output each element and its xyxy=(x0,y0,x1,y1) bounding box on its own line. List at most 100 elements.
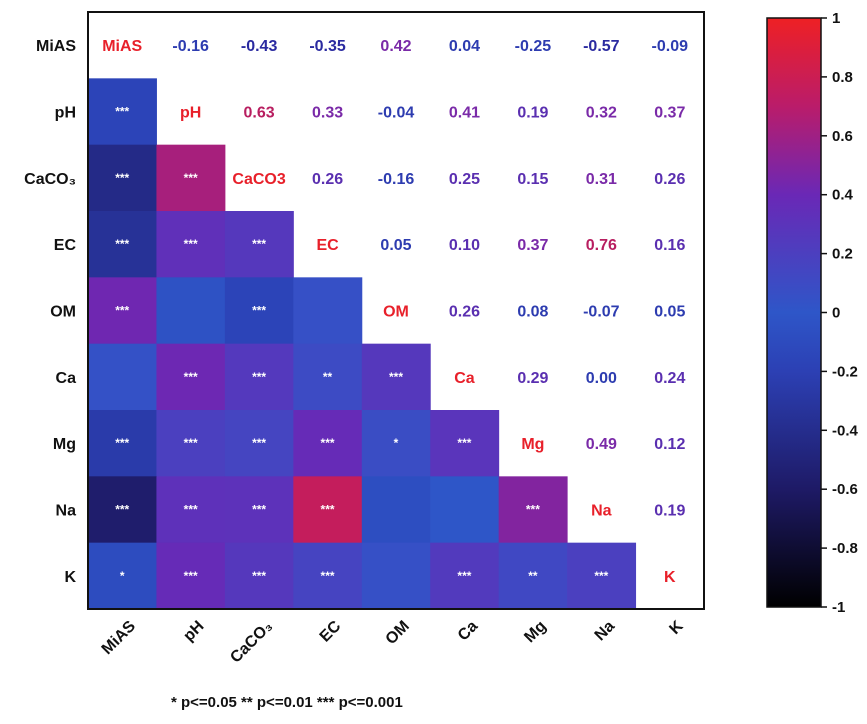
heatmap-cell xyxy=(156,410,226,477)
correlation-value: -0.16 xyxy=(172,38,209,55)
correlation-value: 0.31 xyxy=(586,171,617,188)
correlation-value: 0.19 xyxy=(654,503,685,520)
column-label: MiAS xyxy=(99,618,140,659)
heatmap-cell xyxy=(430,476,500,544)
significance-star: *** xyxy=(115,436,129,450)
correlation-value: -0.43 xyxy=(241,38,278,55)
correlation-value: 0.16 xyxy=(654,237,685,254)
significance-star: *** xyxy=(184,370,198,384)
correlation-value: -0.25 xyxy=(515,38,552,55)
column-label: Ca xyxy=(455,618,482,645)
row-label: EC xyxy=(54,237,77,254)
correlation-value: -0.57 xyxy=(583,38,620,55)
correlation-value: 0.26 xyxy=(449,304,480,321)
significance-star: *** xyxy=(252,569,266,583)
significance-star: *** xyxy=(252,237,266,251)
significance-star: *** xyxy=(321,503,335,517)
correlation-value: 0.37 xyxy=(517,237,548,254)
significance-star: *** xyxy=(115,503,129,517)
colorbar: 1 0.8 0.6 0.4 0.2 0 -0.2 -0.4 -0.6 -0.8 -1 xyxy=(766,10,859,616)
heatmap-cells xyxy=(88,78,637,610)
diagonal-label: OM xyxy=(383,304,409,321)
correlation-value: 0.32 xyxy=(586,105,617,122)
heatmap-cell xyxy=(88,476,157,544)
significance-star: *** xyxy=(252,304,266,318)
correlation-value: 0.26 xyxy=(312,171,343,188)
row-label: Na xyxy=(56,503,77,520)
heatmap-cell xyxy=(156,144,226,212)
diagonal-label: EC xyxy=(316,237,339,254)
row-label: Ca xyxy=(56,370,77,387)
heatmap-cell xyxy=(88,78,157,146)
heatmap-cell xyxy=(293,343,363,411)
heatmap-cell xyxy=(156,277,226,345)
significance-star: *** xyxy=(526,503,540,517)
heatmap-cell xyxy=(224,542,294,610)
correlation-value: 0.08 xyxy=(517,304,548,321)
correlation-value: 0.49 xyxy=(586,436,617,453)
row-label: K xyxy=(64,569,76,586)
heatmap-cell xyxy=(498,542,568,610)
upper-triangle-values: -0.16 -0.43 -0.35 0.42 0.04 -0.25 -0.57 -0.09 0.… xyxy=(172,38,688,519)
diagonal-labels: MiAS pH CaCO3 EC OM Ca Mg Na K xyxy=(102,38,676,586)
heatmap-cell xyxy=(567,542,637,610)
row-label: OM xyxy=(50,304,76,321)
colorbar-gradient xyxy=(766,17,822,608)
heatmap-cell xyxy=(293,476,363,544)
correlation-value: -0.35 xyxy=(309,38,346,55)
correlation-value: 0.00 xyxy=(586,370,617,387)
significance-star: *** xyxy=(252,503,266,517)
heatmap-cell xyxy=(293,410,363,477)
diagonal-label: CaCO3 xyxy=(232,171,285,188)
heatmap-cell xyxy=(224,343,294,411)
diagonal-label: MiAS xyxy=(102,38,142,55)
heatmap-cell xyxy=(224,410,294,477)
significance-star: *** xyxy=(115,105,129,119)
correlation-value: 0.33 xyxy=(312,105,343,122)
column-label: CaCO₃ xyxy=(227,618,276,667)
correlation-value: 0.24 xyxy=(654,370,685,387)
diagonal-label: K xyxy=(664,569,676,586)
heatmap-cell xyxy=(88,542,157,610)
significance-stars: *** *** *** *** *** *** *** *** *** *** ** * *** ** * *… xyxy=(115,105,608,583)
correlation-value: 0.37 xyxy=(654,105,685,122)
diagonal-label: Ca xyxy=(454,370,475,387)
significance-star: *** xyxy=(115,171,129,185)
column-label: Na xyxy=(592,618,619,645)
significance-star: *** xyxy=(184,237,198,251)
heatmap-cell xyxy=(88,211,157,278)
column-labels: MiAS pH CaCO₃ EC OM Ca Mg Na K xyxy=(99,617,687,666)
significance-star: *** xyxy=(457,436,471,450)
correlation-value: 0.29 xyxy=(517,370,548,387)
heatmap-cell xyxy=(361,476,431,544)
colorbar-tick-label: 0.6 xyxy=(832,128,853,145)
column-label: OM xyxy=(383,618,413,648)
heatmap-cell xyxy=(156,211,226,278)
colorbar-tick-label: -1 xyxy=(832,599,845,616)
heatmap-cell xyxy=(361,542,431,610)
significance-footnote: * p<=0.05 ** p<=0.01 *** p<=0.001 xyxy=(171,694,403,711)
correlation-value: -0.09 xyxy=(652,38,689,55)
significance-star: *** xyxy=(184,503,198,517)
correlation-value: 0.05 xyxy=(654,304,685,321)
significance-star: *** xyxy=(594,569,608,583)
column-label: Mg xyxy=(521,618,549,646)
correlation-value: 0.63 xyxy=(244,105,275,122)
correlation-value: 0.05 xyxy=(380,237,411,254)
heatmap-cell xyxy=(224,476,294,544)
colorbar-tick-label: -0.6 xyxy=(832,481,858,498)
significance-star: *** xyxy=(321,569,335,583)
correlation-value: 0.19 xyxy=(517,105,548,122)
correlation-value: 0.41 xyxy=(449,105,480,122)
row-label: CaCO₃ xyxy=(24,171,76,188)
heatmap-border xyxy=(87,11,705,610)
correlation-value: 0.12 xyxy=(654,436,685,453)
heatmap-cell xyxy=(88,144,157,212)
heatmap-cell xyxy=(88,410,157,477)
significance-star: *** xyxy=(457,569,471,583)
correlation-value: 0.10 xyxy=(449,237,480,254)
correlation-value: 0.42 xyxy=(380,38,411,55)
correlation-value: 0.15 xyxy=(517,171,548,188)
heatmap-cell xyxy=(224,277,294,345)
